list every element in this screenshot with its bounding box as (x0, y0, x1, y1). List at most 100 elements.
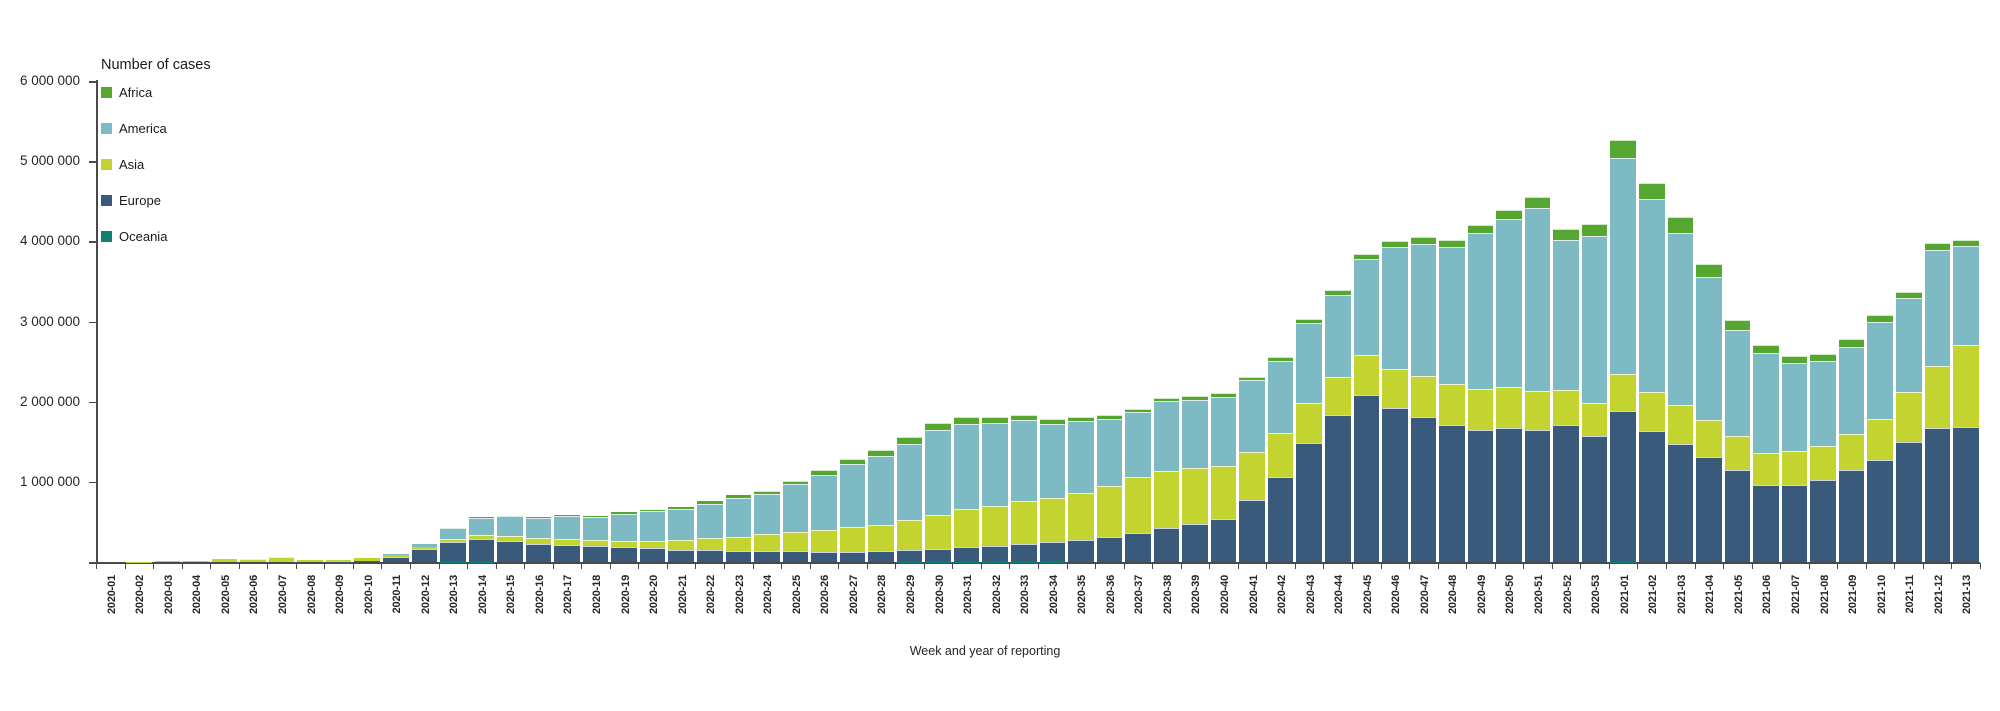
bar-segment-europe (1039, 542, 1066, 562)
y-tick (89, 401, 97, 404)
x-label-text: 2020-53 (1590, 575, 1603, 614)
bar-segment-africa (953, 417, 980, 425)
bar-segment-asia (1553, 390, 1579, 426)
bar-segment-asia (297, 560, 323, 562)
x-label-text: 2020-52 (1561, 575, 1574, 614)
x-label-2020-37: 2020-37 (1124, 570, 1153, 634)
bar-segment-america (411, 544, 438, 547)
bar-segment-america (696, 503, 723, 538)
x-label-text: 2020-18 (590, 575, 603, 614)
x-label-2020-31: 2020-31 (952, 570, 981, 634)
bar-segment-europe (1410, 417, 1437, 562)
bar-segment-america (1182, 399, 1208, 468)
bar-segment-asia (982, 505, 1008, 547)
bar-segment-america (1953, 246, 1979, 345)
bar-2020-53 (1580, 81, 1609, 562)
bar-segment-europe (754, 551, 780, 562)
x-label-2020-20: 2020-20 (638, 570, 667, 634)
x-label-text: 2020-36 (1104, 575, 1117, 614)
x-tick (410, 563, 411, 569)
x-label-2020-38: 2020-38 (1152, 570, 1181, 634)
x-label-2020-10: 2020-10 (353, 570, 382, 634)
x-label-text: 2020-35 (1076, 575, 1089, 614)
x-label-2020-21: 2020-21 (667, 570, 696, 634)
bar-segment-america (868, 455, 894, 525)
bar-segment-europe (1496, 427, 1522, 562)
bar-segment-europe (1325, 415, 1351, 562)
x-label-2020-17: 2020-17 (553, 570, 582, 634)
x-tick (609, 563, 611, 569)
bar-segment-america (1781, 363, 1808, 452)
bar-segment-america (1267, 360, 1294, 433)
x-label-text: 2020-26 (819, 575, 832, 614)
bar-segment-america (782, 484, 809, 533)
bar-segment-asia (925, 515, 951, 549)
bar-segment-america (525, 517, 552, 539)
bar-segment-asia (953, 509, 980, 547)
bar-segment-asia (811, 529, 837, 552)
bar-2020-50 (1495, 81, 1524, 562)
x-label-text: 2021-07 (1789, 575, 1802, 614)
bar-segment-america (582, 517, 609, 541)
bar-segment-europe (1182, 523, 1208, 562)
bar-2020-38 (1152, 81, 1181, 562)
bar-segment-america (554, 516, 580, 540)
bar-2020-46 (1381, 81, 1410, 562)
x-label-2020-33: 2020-33 (1010, 570, 1039, 634)
bar-2020-31 (952, 81, 981, 562)
bar-segment-africa (1382, 240, 1408, 247)
bar-2020-42 (1266, 81, 1295, 562)
bar-2020-13 (439, 81, 468, 562)
bar-segment-asia (668, 539, 694, 550)
bar-segment-europe (1439, 425, 1465, 562)
bar-segment-asia (1953, 344, 1979, 428)
bar-segment-asia (1382, 368, 1408, 409)
x-tick (1380, 563, 1382, 569)
x-tick (1123, 563, 1125, 569)
bar-2020-41 (1238, 81, 1267, 562)
bar-segment-africa (497, 515, 523, 517)
bar-2020-04 (182, 81, 211, 562)
bar-segment-america (1496, 218, 1522, 388)
bar-segment-asia (1667, 405, 1694, 444)
x-label-2020-03: 2020-03 (153, 570, 182, 634)
bar-2020-12 (410, 81, 439, 562)
bar-segment-asia (525, 538, 552, 544)
bar-segment-africa (1895, 292, 1922, 299)
bar-segment-asia (1838, 433, 1865, 471)
bar-segment-europe (811, 551, 837, 562)
bar-segment-europe (953, 546, 980, 562)
legend-title: Number of cases (101, 57, 211, 73)
x-label-2020-32: 2020-32 (981, 570, 1010, 634)
x-tick (1808, 563, 1810, 569)
x-label-text: 2021-11 (1904, 575, 1917, 614)
y-tick (89, 321, 97, 323)
x-label-text: 2020-38 (1161, 575, 1174, 614)
x-tick (1951, 563, 1953, 569)
bar-2020-35 (1067, 81, 1096, 562)
x-label-text: 2020-41 (1247, 575, 1260, 614)
x-tick (1523, 563, 1525, 569)
x-tick (1009, 563, 1011, 569)
bar-segment-america (982, 423, 1008, 506)
bar-2020-27 (838, 81, 867, 562)
x-label-text: 2020-45 (1361, 575, 1374, 614)
bar-segment-asia (1439, 383, 1465, 426)
x-label-2020-13: 2020-13 (439, 570, 468, 634)
x-label-2020-26: 2020-26 (810, 570, 839, 634)
bar-2020-29 (895, 81, 924, 562)
bar-segment-europe (1724, 469, 1751, 562)
x-tick (1095, 563, 1097, 569)
bar-segment-asia (1724, 436, 1751, 470)
bar-segment-asia (1610, 373, 1637, 412)
bar-segment-europe (582, 545, 609, 562)
bar-segment-asia (497, 536, 523, 542)
x-label-2020-04: 2020-04 (182, 570, 211, 634)
bar-2020-48 (1438, 81, 1467, 562)
legend-label: Asia (119, 156, 145, 172)
y-tick-label: 3 000 000 (19, 313, 80, 329)
x-tick (524, 563, 526, 569)
bar-segment-africa (839, 459, 866, 465)
bar-segment-asia (1096, 485, 1123, 538)
